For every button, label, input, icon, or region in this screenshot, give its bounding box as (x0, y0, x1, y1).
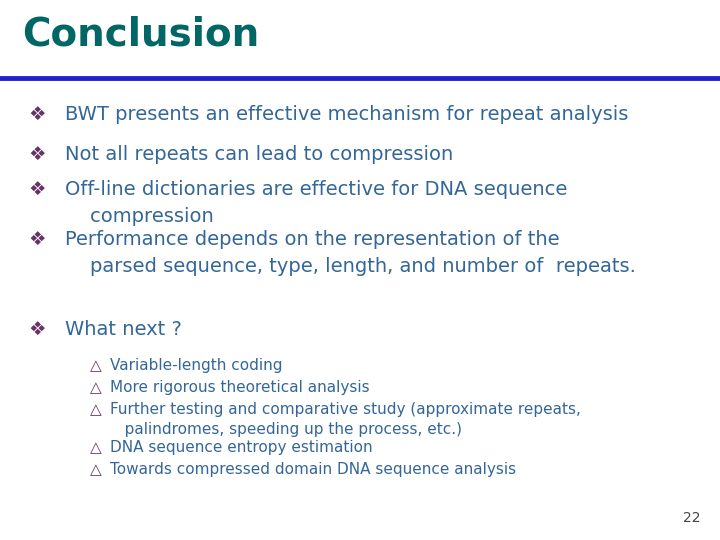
Text: DNA sequence entropy estimation: DNA sequence entropy estimation (110, 440, 373, 455)
Text: ❖: ❖ (28, 320, 45, 339)
Text: Performance depends on the representation of the
    parsed sequence, type, leng: Performance depends on the representatio… (65, 230, 636, 275)
Text: Towards compressed domain DNA sequence analysis: Towards compressed domain DNA sequence a… (110, 462, 516, 477)
Text: ❖: ❖ (28, 105, 45, 124)
Text: Not all repeats can lead to compression: Not all repeats can lead to compression (65, 145, 454, 164)
Text: Off-line dictionaries are effective for DNA sequence
    compression: Off-line dictionaries are effective for … (65, 180, 567, 226)
Text: Variable-length coding: Variable-length coding (110, 358, 282, 373)
Text: △: △ (90, 462, 102, 477)
Text: ❖: ❖ (28, 230, 45, 249)
Text: What next ?: What next ? (65, 320, 182, 339)
Text: BWT presents an effective mechanism for repeat analysis: BWT presents an effective mechanism for … (65, 105, 629, 124)
Text: More rigorous theoretical analysis: More rigorous theoretical analysis (110, 380, 369, 395)
Text: △: △ (90, 380, 102, 395)
Text: Conclusion: Conclusion (22, 15, 259, 53)
Text: △: △ (90, 440, 102, 455)
Text: 22: 22 (683, 511, 700, 525)
Text: △: △ (90, 402, 102, 417)
Text: △: △ (90, 358, 102, 373)
Text: ❖: ❖ (28, 180, 45, 199)
Text: Further testing and comparative study (approximate repeats,
   palindromes, spee: Further testing and comparative study (a… (110, 402, 581, 437)
Text: ❖: ❖ (28, 145, 45, 164)
